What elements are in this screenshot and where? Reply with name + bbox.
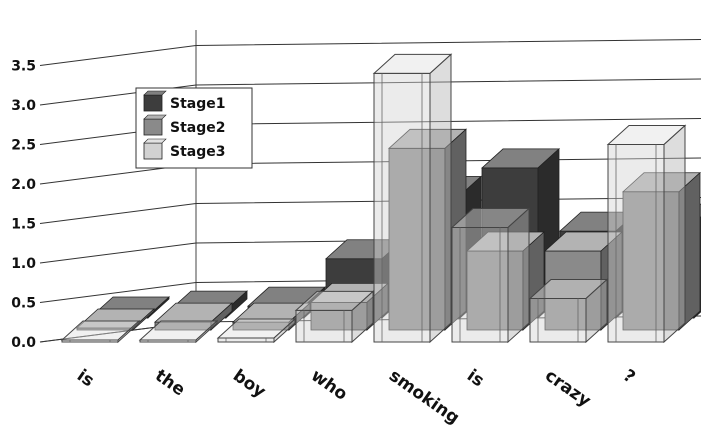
bar [621, 171, 701, 331]
grid-line [39, 39, 701, 66]
y-tick-label: 2.0 [11, 177, 36, 193]
x-category-label: who [307, 366, 351, 405]
bar [606, 124, 687, 344]
bar [543, 231, 624, 331]
bar [387, 128, 468, 331]
legend: Stage1 Stage2 Stage3 [135, 87, 253, 169]
x-category-label: the [151, 366, 188, 401]
bar [465, 231, 546, 331]
x-axis-category-labels: is the boy who smoking is crazy? [73, 366, 639, 429]
legend-swatch [143, 118, 163, 136]
y-tick-label: 1.5 [11, 217, 36, 233]
x-category-label: crazy [541, 366, 594, 412]
bar [216, 317, 297, 344]
y-tick-label: 2.5 [11, 138, 36, 154]
y-tick-label: 3.0 [11, 98, 36, 114]
bars [60, 53, 701, 344]
legend-swatch [143, 142, 163, 160]
bar [528, 278, 609, 344]
x-category-label: smoking [385, 366, 463, 429]
grid-lines [39, 30, 701, 343]
y-tick-label: 0.5 [11, 296, 36, 312]
bar [153, 302, 234, 331]
bar [75, 308, 156, 331]
legend-label: Stage1 [170, 96, 225, 112]
legend-entry: Stage3 [143, 138, 225, 160]
bar [450, 207, 531, 344]
bar [294, 290, 375, 344]
x-category-label: ? [619, 366, 639, 388]
legend-entry: Stage2 [143, 114, 225, 136]
y-tick-label: 3.5 [11, 59, 36, 75]
y-tick-label: 0.0 [11, 335, 36, 351]
bar [138, 319, 219, 344]
grid-line [39, 78, 701, 106]
legend-label: Stage2 [170, 120, 225, 136]
y-tick-label: 1.0 [11, 256, 36, 272]
x-category-label: is [73, 366, 98, 392]
bar [372, 53, 453, 344]
legend-swatch [143, 94, 163, 112]
y-axis-tick-labels: 0.0 0.5 1.0 1.5 2.0 2.5 3.0 3.5 [11, 59, 36, 352]
bar [309, 282, 390, 331]
legend-label: Stage3 [170, 144, 225, 160]
x-category-label: boy [229, 366, 269, 402]
bar [60, 319, 141, 344]
legend-entry: Stage1 [143, 90, 225, 112]
x-category-label: is [463, 366, 488, 392]
